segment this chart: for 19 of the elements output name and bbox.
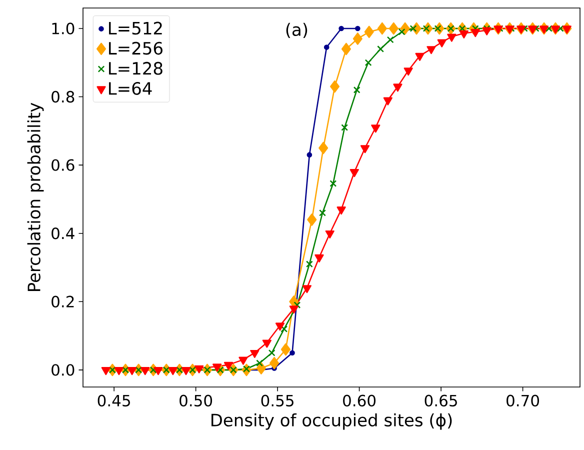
legend-label: L=64 bbox=[109, 82, 152, 95]
x-tick-label: 0.60 bbox=[343, 394, 376, 406]
y-tick-label: 0.4 bbox=[52, 227, 74, 240]
legend-label: L=256 bbox=[109, 42, 162, 55]
legend-label: L=128 bbox=[109, 62, 162, 75]
x-tick-label: 0.70 bbox=[506, 394, 540, 406]
y-tick-label: 0.2 bbox=[52, 296, 74, 308]
x-axis-title: Density of occupied sites (ϕ) bbox=[212, 413, 452, 430]
legend-label: L=512 bbox=[109, 22, 162, 35]
x-tick-label: 0.65 bbox=[424, 394, 457, 406]
y-tick-label: 1.0 bbox=[52, 22, 74, 34]
y-axis-title: Percolation probability bbox=[27, 102, 44, 291]
x-tick-label: 0.55 bbox=[261, 394, 294, 406]
x-tick-label: 0.50 bbox=[180, 394, 212, 406]
y-tick-label: 0.8 bbox=[52, 90, 74, 103]
y-tick-label: 0.0 bbox=[52, 364, 74, 376]
y-tick-label: 0.6 bbox=[52, 159, 74, 171]
annotation: (a) bbox=[286, 22, 308, 38]
x-tick-label: 0.45 bbox=[98, 394, 130, 406]
